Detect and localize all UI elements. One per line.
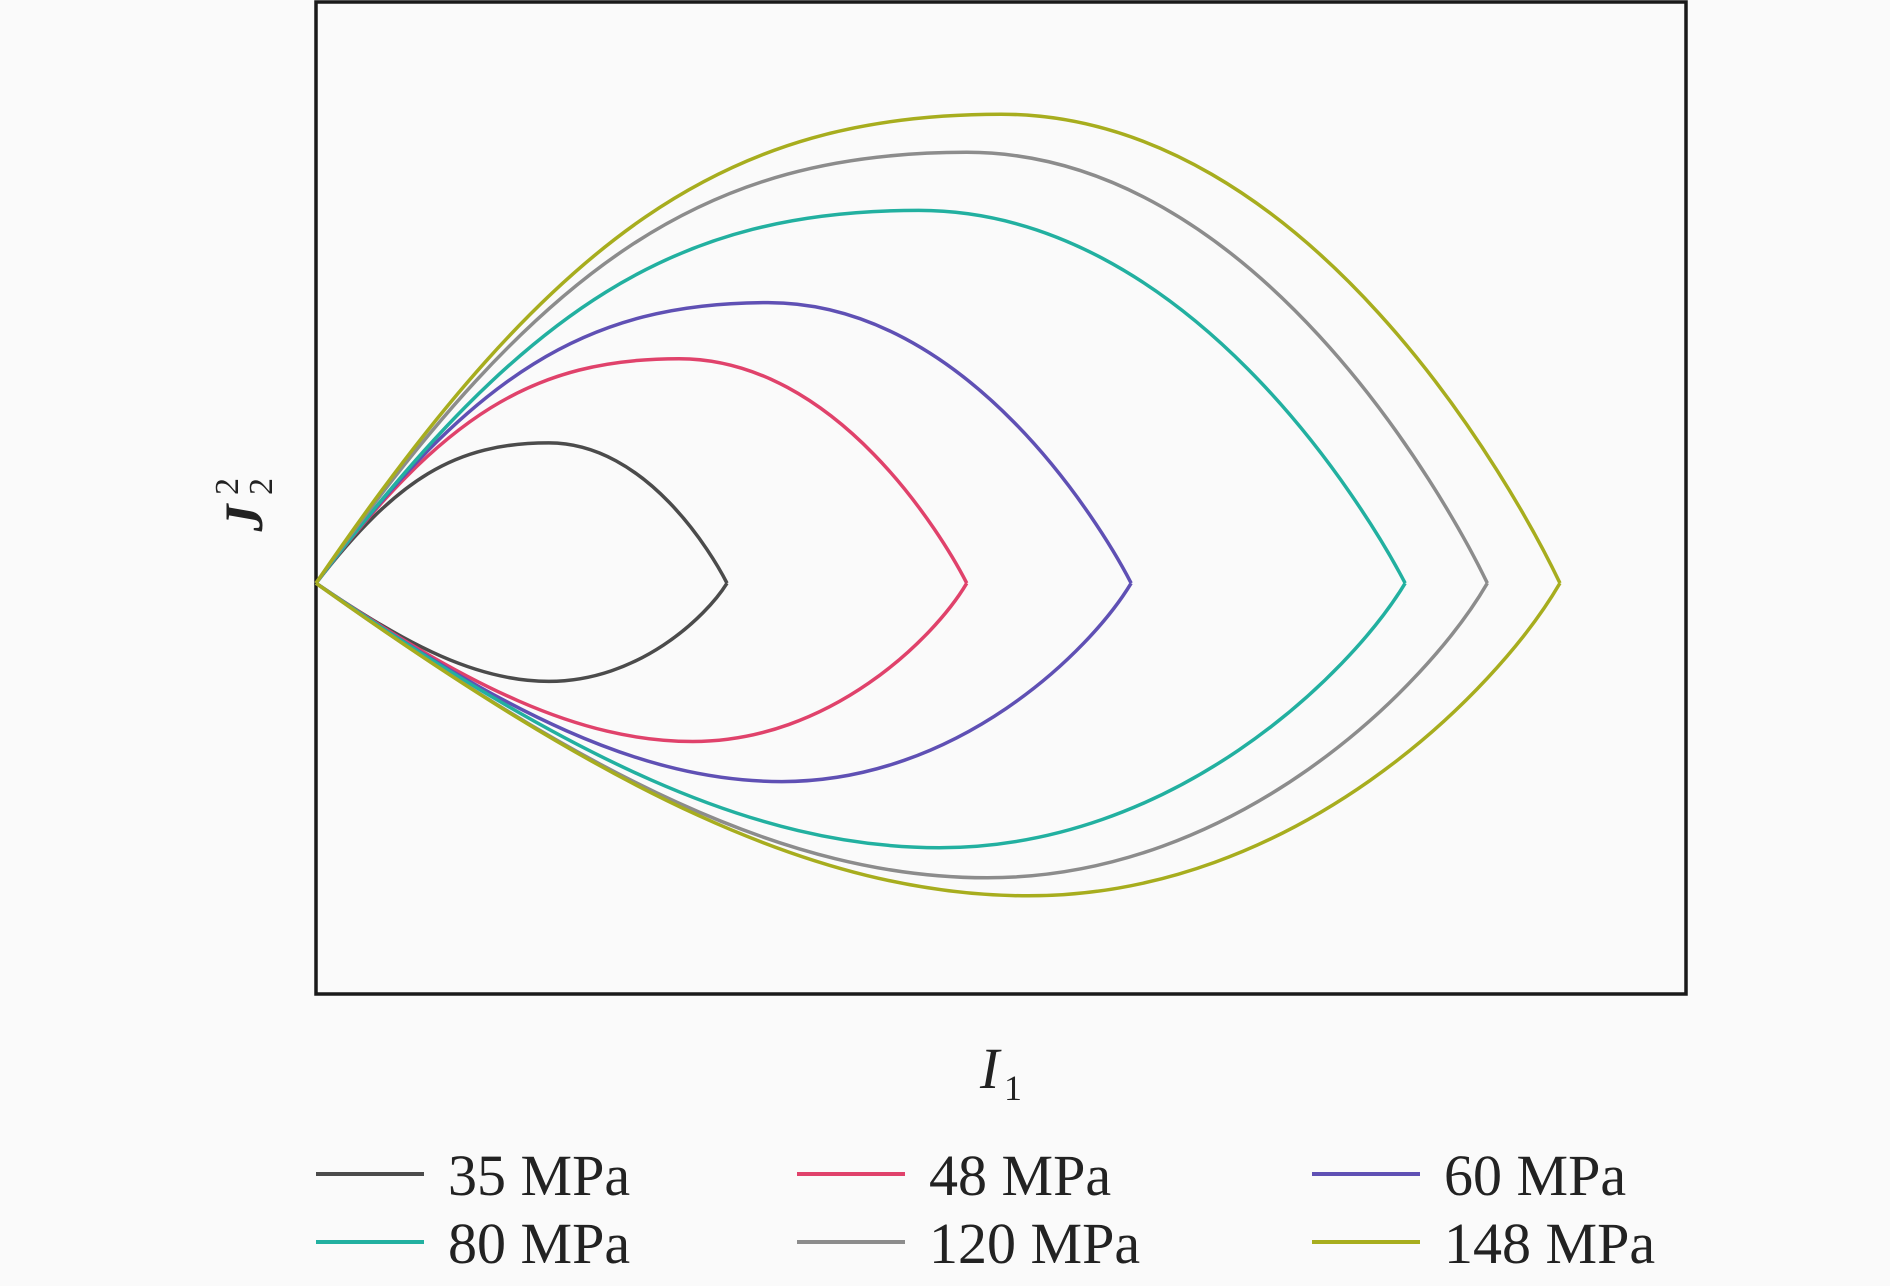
y-axis-label-sub: 2 <box>243 478 280 495</box>
legend-label: 80 MPa <box>448 1211 630 1276</box>
legend-item: 148 MPa <box>1312 1211 1655 1276</box>
series-group <box>314 112 1562 898</box>
legend-item: 60 MPa <box>1312 1143 1626 1208</box>
x-axis-label-sub: 1 <box>1004 1068 1022 1108</box>
series-line-4 <box>314 208 1407 850</box>
legend-label: 120 MPa <box>929 1211 1140 1276</box>
y-axis-label-sup: 2 <box>209 478 246 495</box>
legend-item: 48 MPa <box>797 1143 1111 1208</box>
legend-label: 35 MPa <box>448 1143 630 1208</box>
legend-item: 35 MPa <box>316 1143 630 1208</box>
legend-label: 60 MPa <box>1444 1143 1626 1208</box>
series-line-3 <box>314 300 1133 784</box>
x-axis-label: I 1 <box>979 1036 1022 1108</box>
series-line-2 <box>314 356 969 744</box>
legend-item: 80 MPa <box>316 1211 630 1276</box>
plot-frame <box>314 0 1688 996</box>
legend: 35 MPa 48 MPa 60 MPa 80 MPa 120 MPa 148 MPa <box>316 1143 1655 1276</box>
series-line-6 <box>314 112 1562 898</box>
series-line-5 <box>314 150 1489 880</box>
y-axis-label-base: J <box>214 503 274 533</box>
legend-label: 48 MPa <box>929 1143 1111 1208</box>
series-line-1 <box>314 441 729 684</box>
y-axis-label: J 2 2 <box>209 478 280 533</box>
x-axis-label-base: I <box>979 1036 1002 1101</box>
legend-label: 148 MPa <box>1444 1211 1655 1276</box>
legend-item: 120 MPa <box>797 1211 1140 1276</box>
